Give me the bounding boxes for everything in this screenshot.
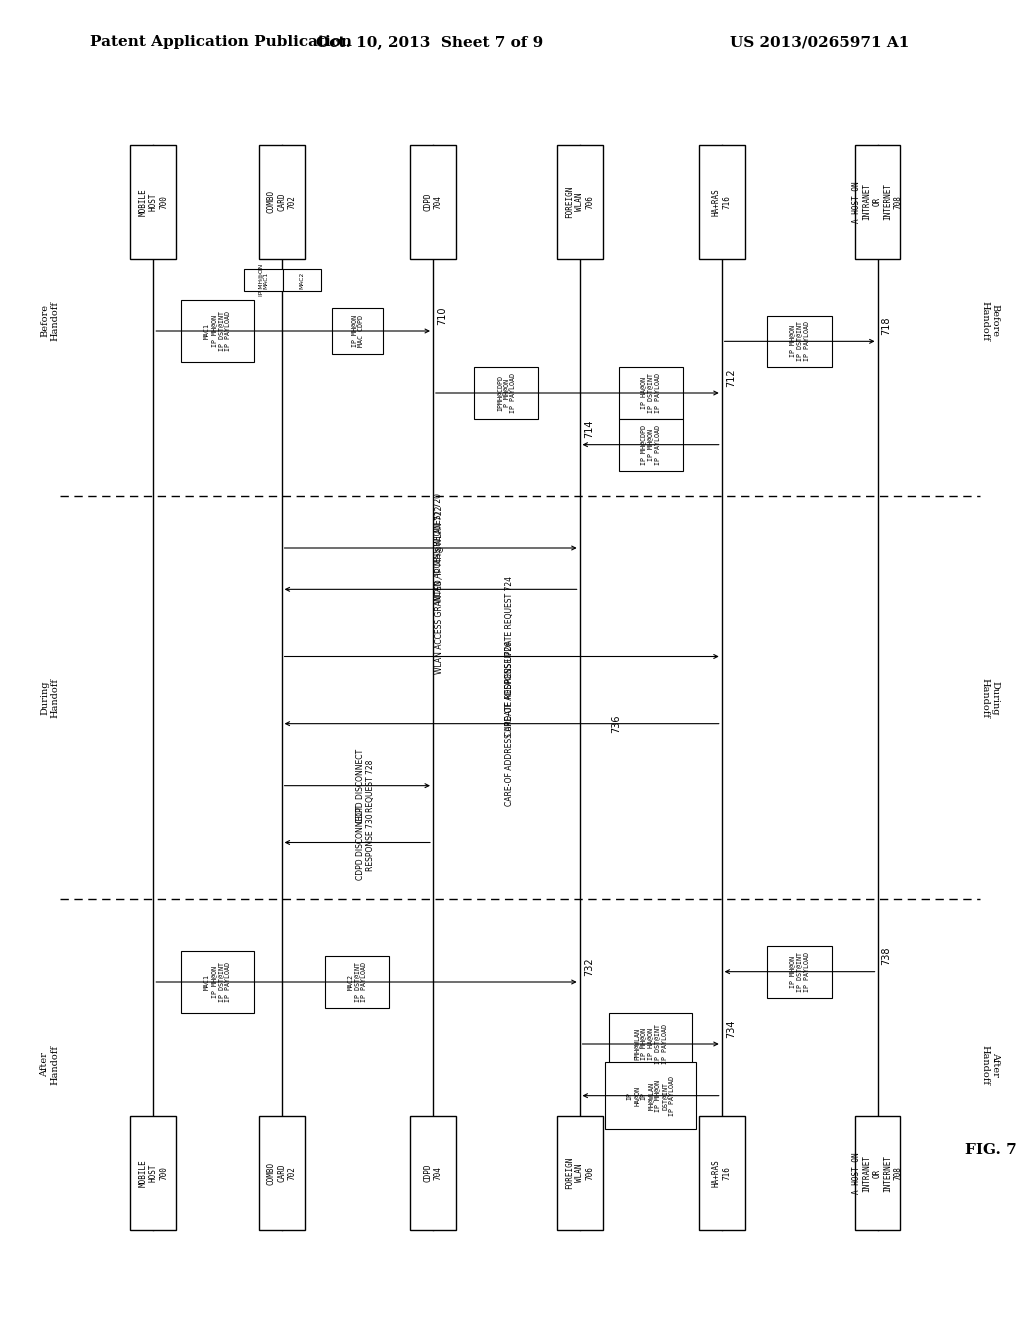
Text: CDPD DISCONNECT
RESPONSE 730: CDPD DISCONNECT RESPONSE 730: [355, 805, 375, 879]
Text: WLAN ACCESS REQUEST 720: WLAN ACCESS REQUEST 720: [434, 492, 443, 603]
Text: IP MH@ON
MAC CDPD: IP MH@ON MAC CDPD: [351, 315, 364, 347]
Text: FOREIGN
WLAN
706: FOREIGN WLAN 706: [564, 1156, 595, 1189]
Bar: [326, 956, 389, 1008]
Bar: [410, 145, 456, 259]
Text: MOBILE
HOST
700: MOBILE HOST 700: [138, 1159, 168, 1187]
Text: 710: 710: [437, 306, 447, 325]
Text: MAC1
IP MH@ON
IP DST@INT
IP PAYLOAD: MAC1 IP MH@ON IP DST@INT IP PAYLOAD: [204, 962, 231, 1002]
Text: Oct. 10, 2013  Sheet 7 of 9: Oct. 10, 2013 Sheet 7 of 9: [316, 36, 544, 49]
Bar: [605, 1063, 696, 1129]
Text: 734: 734: [726, 1019, 736, 1038]
Bar: [768, 946, 831, 998]
Text: MOBILE
HOST
700: MOBILE HOST 700: [138, 187, 168, 215]
Bar: [698, 145, 744, 259]
Text: PMH@WLAN
IP MH@ON
IP HA@ON
IP DST@INT
IP PAYLOAD: PMH@WLAN IP MH@ON IP HA@ON IP DST@INT IP…: [634, 1024, 668, 1064]
Text: IP HA@ON
IP DST@INT
IP PAYLOAD: IP HA@ON IP DST@INT IP PAYLOAD: [641, 374, 660, 413]
Bar: [609, 1012, 692, 1074]
Text: CARE-OF ADDRESS UPDATE REQUEST 724: CARE-OF ADDRESS UPDATE REQUEST 724: [505, 577, 514, 737]
Text: A HOST ON
INTRANET
OR
INTERNET
708: A HOST ON INTRANET OR INTERNET 708: [852, 181, 903, 223]
Bar: [259, 145, 304, 259]
Text: MAC2: MAC2: [299, 272, 304, 289]
Text: COMBO
CARD
702: COMBO CARD 702: [267, 190, 297, 214]
Text: During
Handoff: During Handoff: [40, 678, 59, 718]
Text: FOREIGN
WLAN
706: FOREIGN WLAN 706: [564, 186, 595, 218]
Text: Before
Handoff: Before Handoff: [40, 301, 59, 341]
Text: After
Handoff: After Handoff: [980, 1044, 999, 1085]
Text: CARE-OF ADDRESS UPDATE RESPONSE 726: CARE-OF ADDRESS UPDATE RESPONSE 726: [505, 642, 514, 807]
Text: FIG. 7: FIG. 7: [965, 1143, 1017, 1158]
Text: IPMH@CDPD
P MH@ON
IP PAYLOAD: IPMH@CDPD P MH@ON IP PAYLOAD: [497, 374, 516, 413]
Text: IP MH@ON
IP DST@INT
IP PAYLOAD: IP MH@ON IP DST@INT IP PAYLOAD: [790, 952, 810, 991]
Bar: [855, 145, 900, 259]
Text: IP MH@ON
MAC1: IP MH@ON MAC1: [258, 264, 268, 296]
Text: IP
HA@ON
IP
MH@WLAN
IP MH@ON
DST@INT
IP PAYLOAD: IP HA@ON IP MH@WLAN IP MH@ON DST@INT IP …: [627, 1076, 675, 1115]
Bar: [130, 1117, 176, 1230]
Text: 738: 738: [882, 946, 892, 965]
Text: HA+RAS
716: HA+RAS 716: [712, 187, 731, 215]
Bar: [332, 308, 383, 354]
Text: 712: 712: [726, 368, 736, 387]
Bar: [768, 315, 831, 367]
Text: CDPD
704: CDPD 704: [423, 1164, 442, 1183]
Bar: [244, 269, 283, 292]
Bar: [283, 269, 322, 292]
Text: During
Handoff: During Handoff: [980, 678, 999, 718]
Text: After
Handoff: After Handoff: [40, 1044, 59, 1085]
Bar: [557, 145, 602, 259]
Text: IP MH@ON
IP DST@INT
IP PAYLOAD: IP MH@ON IP DST@INT IP PAYLOAD: [790, 321, 810, 362]
Text: US 2013/0265971 A1: US 2013/0265971 A1: [730, 36, 909, 49]
Text: HA+RAS
716: HA+RAS 716: [712, 1159, 731, 1187]
Text: Before
Handoff: Before Handoff: [980, 301, 999, 341]
Bar: [181, 300, 254, 362]
Text: Patent Application Publication: Patent Application Publication: [90, 36, 352, 49]
Bar: [618, 367, 683, 418]
Bar: [855, 1117, 900, 1230]
Text: A HOST ON
INTRANET
OR
INTERNET
708: A HOST ON INTRANET OR INTERNET 708: [852, 1152, 903, 1195]
Bar: [698, 1117, 744, 1230]
Text: CDPD
704: CDPD 704: [423, 193, 442, 211]
Bar: [618, 418, 683, 470]
Bar: [259, 1117, 304, 1230]
Text: CDPD DISCONNECT
REQUEST 728: CDPD DISCONNECT REQUEST 728: [355, 748, 375, 822]
Bar: [557, 1117, 602, 1230]
Text: WLAN ACCESS GRANTED, IP MH@WLAN 722: WLAN ACCESS GRANTED, IP MH@WLAN 722: [434, 506, 443, 673]
Text: MAC2
IP DST@INT
IP PAYLOAD: MAC2 IP DST@INT IP PAYLOAD: [347, 962, 368, 1002]
Text: 736: 736: [611, 714, 622, 733]
Bar: [410, 1117, 456, 1230]
Bar: [474, 367, 539, 418]
Bar: [130, 145, 176, 259]
Bar: [181, 950, 254, 1012]
Text: 714: 714: [584, 420, 594, 438]
Text: 732: 732: [584, 957, 594, 975]
Text: MAC1
IP MH@ON
IP DST@INT
IP PAYLOAD: MAC1 IP MH@ON IP DST@INT IP PAYLOAD: [204, 312, 231, 351]
Text: COMBO
CARD
702: COMBO CARD 702: [267, 1162, 297, 1185]
Text: 718: 718: [882, 317, 892, 335]
Text: IP MH@CDPD
IP MH@ON
IP PAYLOAD: IP MH@CDPD IP MH@ON IP PAYLOAD: [641, 425, 660, 465]
